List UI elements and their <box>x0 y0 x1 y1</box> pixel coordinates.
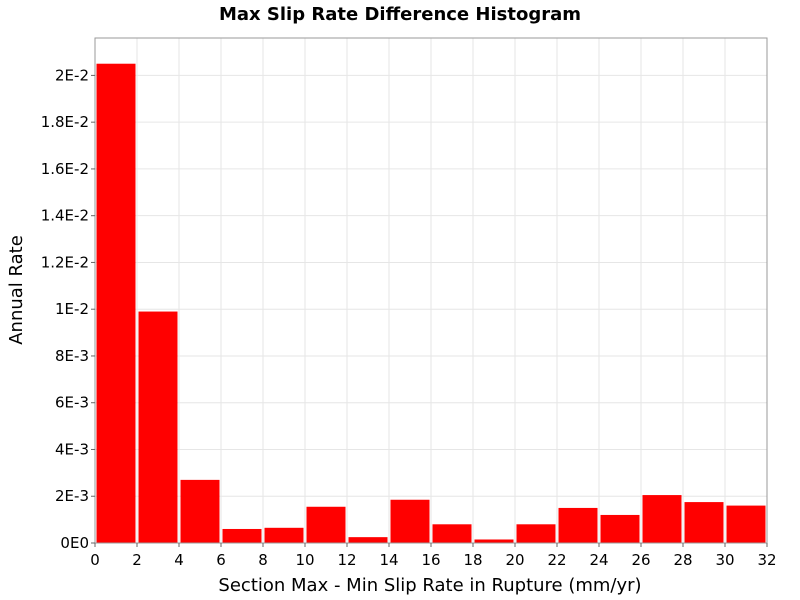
histogram-bar-1 <box>96 63 136 544</box>
x-axis-ticks: 0 2 4 6 8 10 12 14 16 18 20 22 24 26 28 30 32 <box>90 543 777 569</box>
y-axis-ticks: 0E0 2E-3 4E-3 6E-3 8E-3 1E-2 1.2E-2 1.4E-2 1.6E-… <box>41 66 95 552</box>
x-tick-label: 0 <box>90 551 100 569</box>
x-tick-label: 8 <box>258 551 268 569</box>
histogram-bar-6 <box>306 506 346 543</box>
histogram-bar-5 <box>264 527 304 543</box>
histogram-bar-13 <box>600 514 640 543</box>
histogram-bar-8 <box>390 499 430 543</box>
y-tick-label: 8E-3 <box>55 347 89 365</box>
x-tick-label: 20 <box>505 551 524 569</box>
grid-lines <box>94 38 768 544</box>
bars <box>96 63 766 544</box>
y-axis-label: Annual Rate <box>6 235 27 345</box>
x-tick-label: 6 <box>216 551 226 569</box>
y-tick-label: 1E-2 <box>55 300 89 318</box>
histogram-bar-12 <box>558 507 598 543</box>
x-tick-label: 2 <box>132 551 142 569</box>
x-tick-label: 28 <box>673 551 692 569</box>
x-tick-label: 30 <box>715 551 734 569</box>
x-tick-label: 24 <box>589 551 608 569</box>
histogram-bar-10 <box>474 539 514 543</box>
y-tick-label: 6E-3 <box>55 394 89 412</box>
histogram-bar-14 <box>642 495 682 543</box>
x-tick-label: 14 <box>379 551 398 569</box>
y-tick-label: 1.2E-2 <box>41 253 89 271</box>
x-tick-label: 32 <box>757 551 776 569</box>
x-tick-label: 16 <box>421 551 440 569</box>
histogram-bar-3 <box>180 479 220 543</box>
chart-title: Max Slip Rate Difference Histogram <box>219 4 581 25</box>
histogram-bar-4 <box>222 528 262 543</box>
histogram-bar-7 <box>348 537 388 543</box>
y-tick-label: 1.4E-2 <box>41 207 89 225</box>
y-tick-label: 2E-3 <box>55 487 89 505</box>
y-tick-label: 1.8E-2 <box>41 113 89 131</box>
histogram-bar-15 <box>684 502 724 543</box>
x-tick-label: 4 <box>174 551 184 569</box>
x-tick-label: 10 <box>295 551 314 569</box>
x-tick-label: 18 <box>463 551 482 569</box>
x-axis-label: Section Max - Min Slip Rate in Rupture (… <box>218 575 641 596</box>
y-tick-label: 2E-2 <box>55 66 89 84</box>
histogram-bar-11 <box>516 524 556 543</box>
y-tick-label: 0E0 <box>60 534 89 552</box>
histogram-bar-9 <box>432 524 472 543</box>
y-tick-label: 4E-3 <box>55 440 89 458</box>
x-tick-label: 26 <box>631 551 650 569</box>
histogram-bar-2 <box>138 311 178 543</box>
y-tick-label: 1.6E-2 <box>41 160 89 178</box>
x-tick-label: 22 <box>547 551 566 569</box>
histogram-bar-16 <box>726 505 766 543</box>
x-tick-label: 12 <box>337 551 356 569</box>
